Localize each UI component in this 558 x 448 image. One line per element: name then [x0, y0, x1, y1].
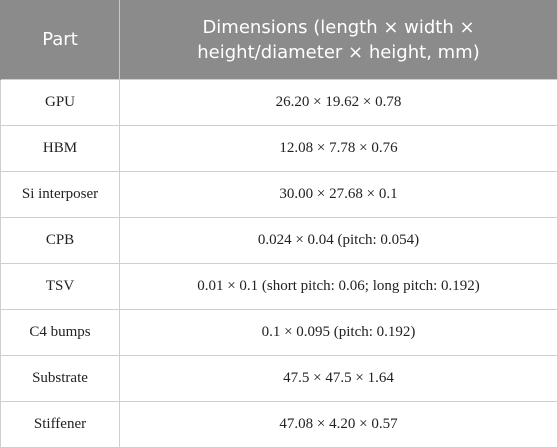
- part-cell: Stiffener: [0, 401, 120, 448]
- table-row: Substrate 47.5 × 47.5 × 1.64: [0, 355, 558, 402]
- dimensions-cell: 12.08 × 7.78 × 0.76: [119, 125, 558, 172]
- part-cell: CPB: [0, 217, 120, 264]
- dimensions-cell: 26.20 × 19.62 × 0.78: [119, 79, 558, 126]
- dimensions-cell: 0.01 × 0.1 (short pitch: 0.06; long pitc…: [119, 263, 558, 310]
- table-body: GPU 26.20 × 19.62 × 0.78 HBM 12.08 × 7.78 ×…: [0, 79, 558, 448]
- part-cell: Substrate: [0, 355, 120, 402]
- part-cell: TSV: [0, 263, 120, 310]
- header-cell: Part: [0, 0, 120, 80]
- table-row: CPB 0.024 × 0.04 (pitch: 0.054): [0, 217, 558, 264]
- part-cell: GPU: [0, 79, 120, 126]
- dimensions-cell: 47.08 × 4.20 × 0.57: [119, 401, 558, 448]
- dimensions-cell: 47.5 × 47.5 × 1.64: [119, 355, 558, 402]
- table-row: TSV 0.01 × 0.1 (short pitch: 0.06; long p…: [0, 263, 558, 310]
- part-cell: HBM: [0, 125, 120, 172]
- table-header: Part Dimensions (length × width × height…: [0, 0, 558, 80]
- table-row: GPU 26.20 × 19.62 × 0.78: [0, 79, 558, 126]
- part-cell: Si interposer: [0, 171, 120, 218]
- part-cell: C4 bumps: [0, 309, 120, 356]
- table-row: C4 bumps 0.1 × 0.095 (pitch: 0.192): [0, 309, 558, 356]
- dimensions-cell: 30.00 × 27.68 × 0.1: [119, 171, 558, 218]
- dimensions-cell: 0.1 × 0.095 (pitch: 0.192): [119, 309, 558, 356]
- table-row: HBM 12.08 × 7.78 × 0.76: [0, 125, 558, 172]
- header-text: Dimensions (length × width × height/diam…: [197, 16, 480, 63]
- header-cell: Dimensions (length × width × height/diam…: [119, 0, 558, 80]
- header-row: Part Dimensions (length × width × height…: [0, 0, 558, 80]
- header-text: Part: [42, 29, 78, 50]
- dimensions-cell: 0.024 × 0.04 (pitch: 0.054): [119, 217, 558, 264]
- table-row: Stiffener 47.08 × 4.20 × 0.57: [0, 401, 558, 448]
- table-row: Si interposer 30.00 × 27.68 × 0.1: [0, 171, 558, 218]
